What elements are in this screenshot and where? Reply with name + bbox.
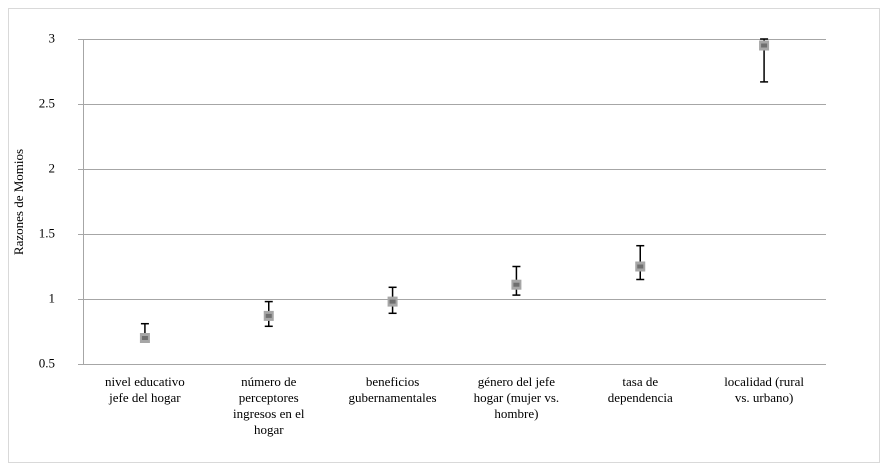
- y-tick-label: 1.5: [39, 225, 55, 240]
- x-tick-label: hogar: [254, 422, 284, 437]
- x-tick-label: tasa de: [622, 374, 658, 389]
- x-tick-label: jefe del hogar: [108, 390, 181, 405]
- marker-center: [761, 43, 768, 48]
- marker-center: [389, 299, 396, 304]
- x-tick-label: género del jefe: [478, 374, 555, 389]
- y-tick-label: 3: [49, 30, 56, 45]
- x-tick-label: localidad (rural: [724, 374, 804, 389]
- x-tick-label: hombre): [494, 406, 538, 421]
- chart-border: [8, 8, 880, 463]
- x-tick-label: beneficios: [366, 374, 419, 389]
- x-tick-label: vs. urbano): [735, 390, 794, 405]
- x-tick-label: ingresos en el: [233, 406, 305, 421]
- marker-center: [637, 264, 644, 269]
- marker-center: [265, 313, 272, 318]
- x-tick-label: nivel educativo: [105, 374, 185, 389]
- x-tick-label: gubernamentales: [349, 390, 437, 405]
- x-tick-label: dependencia: [608, 390, 673, 405]
- x-tick-label: hogar (mujer vs.: [474, 390, 560, 405]
- y-tick-label: 0.5: [39, 355, 55, 370]
- x-tick-label: perceptores: [239, 390, 299, 405]
- marker-center: [141, 336, 148, 340]
- marker-center: [513, 282, 520, 287]
- y-tick-label: 2: [49, 160, 56, 175]
- y-tick-label: 1: [49, 290, 56, 305]
- x-tick-label: número de: [241, 374, 296, 389]
- y-axis-label: Razones de Momios: [11, 149, 26, 255]
- y-tick-label: 2.5: [39, 95, 55, 110]
